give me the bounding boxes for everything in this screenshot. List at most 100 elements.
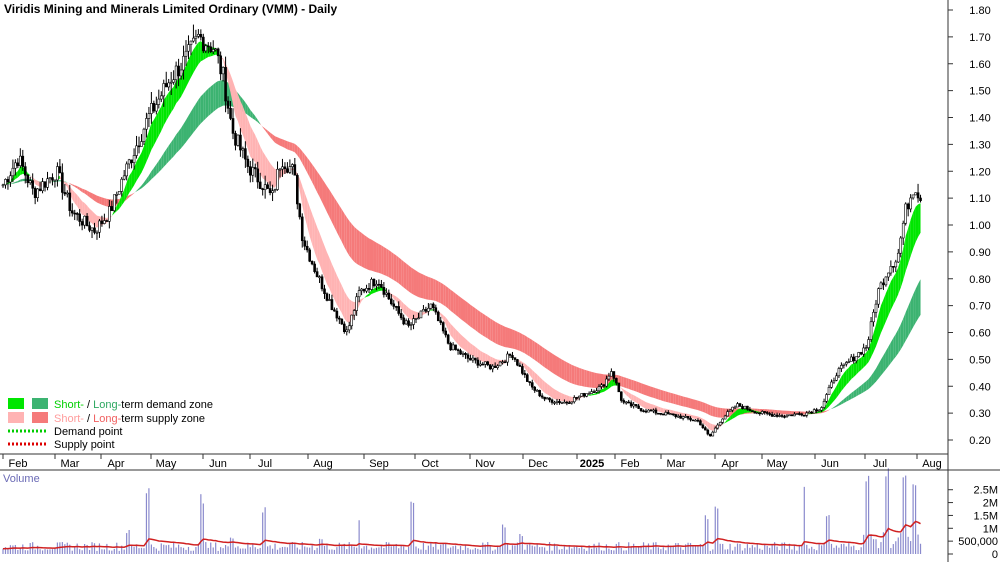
short-term-zone-segment	[131, 167, 135, 190]
short-term-zone-segment	[166, 92, 169, 121]
long-term-zone-segment	[472, 306, 476, 331]
long-term-zone-segment	[420, 273, 424, 299]
price-bar-body	[654, 409, 658, 414]
short-term-zone-segment	[544, 381, 548, 395]
price-bar-body	[919, 197, 922, 201]
long-term-zone-segment	[143, 178, 147, 187]
price-bar-body	[338, 317, 341, 320]
long-term-zone-segment	[720, 407, 723, 418]
price-bar-body	[617, 382, 621, 393]
price-bar-body	[226, 100, 230, 109]
price-bar-body	[676, 415, 680, 418]
short-term-zone-segment	[584, 396, 587, 397]
long-term-zone-segment	[148, 171, 152, 182]
long-term-zone-segment	[460, 297, 463, 321]
short-term-zone-segment	[265, 155, 268, 183]
short-term-zone-segment	[685, 413, 689, 417]
price-bar-body	[896, 252, 900, 263]
long-term-zone-segment	[683, 396, 686, 407]
legend-supply-short: Short-	[54, 413, 84, 425]
short-term-zone-segment	[621, 387, 624, 393]
price-bar-body	[530, 382, 534, 388]
price-bar-body	[300, 216, 304, 242]
short-term-zone-segment	[35, 179, 38, 186]
long-term-zone-segment	[423, 274, 426, 300]
short-term-zone-segment	[178, 76, 182, 101]
price-bar-body	[263, 184, 267, 190]
time-tick-label: Mar	[667, 458, 686, 470]
long-term-zone-segment	[707, 404, 711, 416]
price-bar-body	[521, 366, 524, 374]
long-term-zone-segment	[433, 278, 436, 302]
price-bar-body	[4, 179, 7, 186]
long-term-zone-segment	[84, 189, 88, 196]
price-bar-body	[805, 412, 809, 416]
long-term-zone-segment	[220, 79, 224, 107]
long-term-zone-segment	[646, 384, 649, 397]
price-bar-body	[239, 134, 242, 151]
price-bar-body	[496, 365, 499, 368]
price-bar-body	[582, 393, 586, 397]
long-term-zone-segment	[554, 354, 557, 376]
short-term-zone-segment	[843, 370, 847, 388]
price-bar-body	[385, 292, 388, 295]
time-tick-label: Apr	[107, 458, 124, 470]
long-term-zone-segment	[655, 388, 659, 400]
long-term-zone-segment	[680, 395, 684, 407]
price-bar-body	[746, 405, 749, 410]
long-term-zone-segment	[641, 383, 644, 395]
short-term-zone-segment	[77, 194, 80, 211]
long-term-zone-segment	[841, 399, 844, 405]
long-term-zone-segment	[218, 80, 221, 109]
long-term-zone-segment	[455, 293, 459, 317]
long-term-zone-segment	[509, 328, 513, 349]
short-term-zone-segment	[693, 415, 696, 419]
price-tick-label: 1.10	[969, 193, 990, 205]
long-term-zone-segment	[20, 178, 23, 182]
price-bar-body	[140, 141, 143, 147]
price-bar-body	[832, 380, 836, 383]
long-term-zone-segment	[193, 103, 196, 133]
price-bar-body	[728, 409, 732, 412]
price-bar-body	[889, 266, 893, 274]
price-bar-body	[845, 362, 848, 365]
price-bar-body	[150, 103, 153, 114]
short-term-zone-segment	[885, 287, 889, 322]
long-term-zone-segment	[784, 410, 787, 415]
long-term-zone-segment	[636, 381, 639, 393]
long-term-zone-segment	[445, 285, 449, 309]
time-tick-label: Jul	[258, 458, 272, 470]
short-term-zone-segment	[566, 395, 570, 403]
price-bar-body	[159, 95, 163, 100]
short-term-zone-segment	[836, 381, 839, 398]
price-bar-body	[568, 402, 571, 404]
price-bar-body	[686, 416, 690, 419]
long-term-zone-segment	[292, 142, 295, 153]
short-term-zone-segment	[589, 394, 592, 396]
price-tick-label: 0.90	[969, 247, 990, 259]
short-term-zone-segment	[49, 181, 53, 183]
price-bar-body	[66, 192, 69, 195]
short-term-zone-segment	[633, 395, 637, 403]
short-term-zone-segment	[737, 408, 740, 416]
short-term-zone-segment	[245, 112, 248, 149]
price-bar-body	[723, 415, 727, 420]
legend-demand-point: Demand point	[54, 426, 123, 438]
short-term-zone-segment	[739, 408, 743, 415]
price-bar-body	[916, 192, 920, 199]
short-term-zone-segment	[581, 396, 585, 398]
long-term-zone-segment	[868, 375, 872, 389]
price-bar-body	[194, 35, 198, 39]
price-bar-body	[491, 365, 494, 370]
price-bar-body	[555, 400, 559, 403]
long-term-zone-segment	[702, 402, 706, 413]
price-bar-body	[518, 364, 522, 367]
short-term-zone-segment	[665, 408, 669, 414]
price-bar-body	[283, 166, 287, 170]
long-term-zone-segment	[685, 397, 689, 408]
price-bar-body	[674, 414, 677, 417]
long-term-zone-segment	[633, 380, 637, 392]
price-bar-body	[417, 317, 420, 320]
long-term-zone-segment	[215, 81, 219, 110]
